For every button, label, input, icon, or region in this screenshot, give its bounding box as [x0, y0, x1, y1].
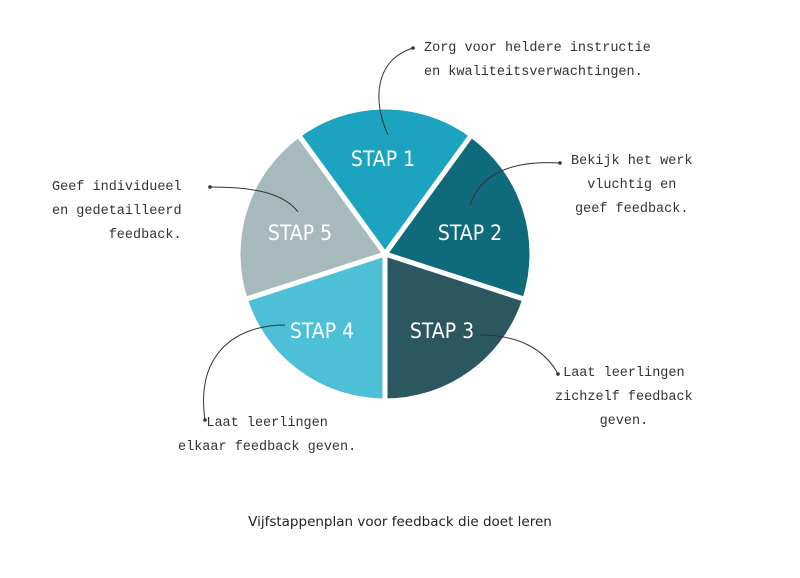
connector-1 [378, 47, 414, 136]
note-step-3: Laat leerlingen zichzelf feedback geven. [555, 366, 693, 429]
pie-slice-5 [235, 131, 390, 303]
slice-label-2: STAP 2 [438, 221, 502, 245]
diagram-caption: Vijfstappenplan voor feedback die doet l… [248, 514, 552, 530]
note-step-4: Laat leerlingen elkaar feedback geven. [178, 416, 357, 455]
slice-label-4: STAP 4 [290, 319, 354, 343]
pie-slice-1 [295, 104, 475, 259]
connector-5 [209, 186, 299, 213]
note-step-1: Zorg voor heldere instructie en kwalitei… [424, 41, 651, 80]
connector-2 [469, 162, 561, 206]
slice-label-3: STAP 3 [410, 319, 474, 343]
slice-label-5: STAP 5 [268, 221, 332, 245]
pie-slice-2 [380, 131, 535, 303]
pie-slice-4 [242, 250, 388, 404]
slice-label-1: STAP 1 [351, 147, 415, 171]
note-step-2: Bekijk het werk vluchtig en geef feedbac… [571, 154, 693, 217]
connector-4 [203, 324, 286, 421]
note-step-5: Geef individueel en gedetailleerd feedba… [52, 180, 182, 243]
pie-slice-3 [382, 250, 528, 404]
connector-3 [479, 334, 559, 375]
